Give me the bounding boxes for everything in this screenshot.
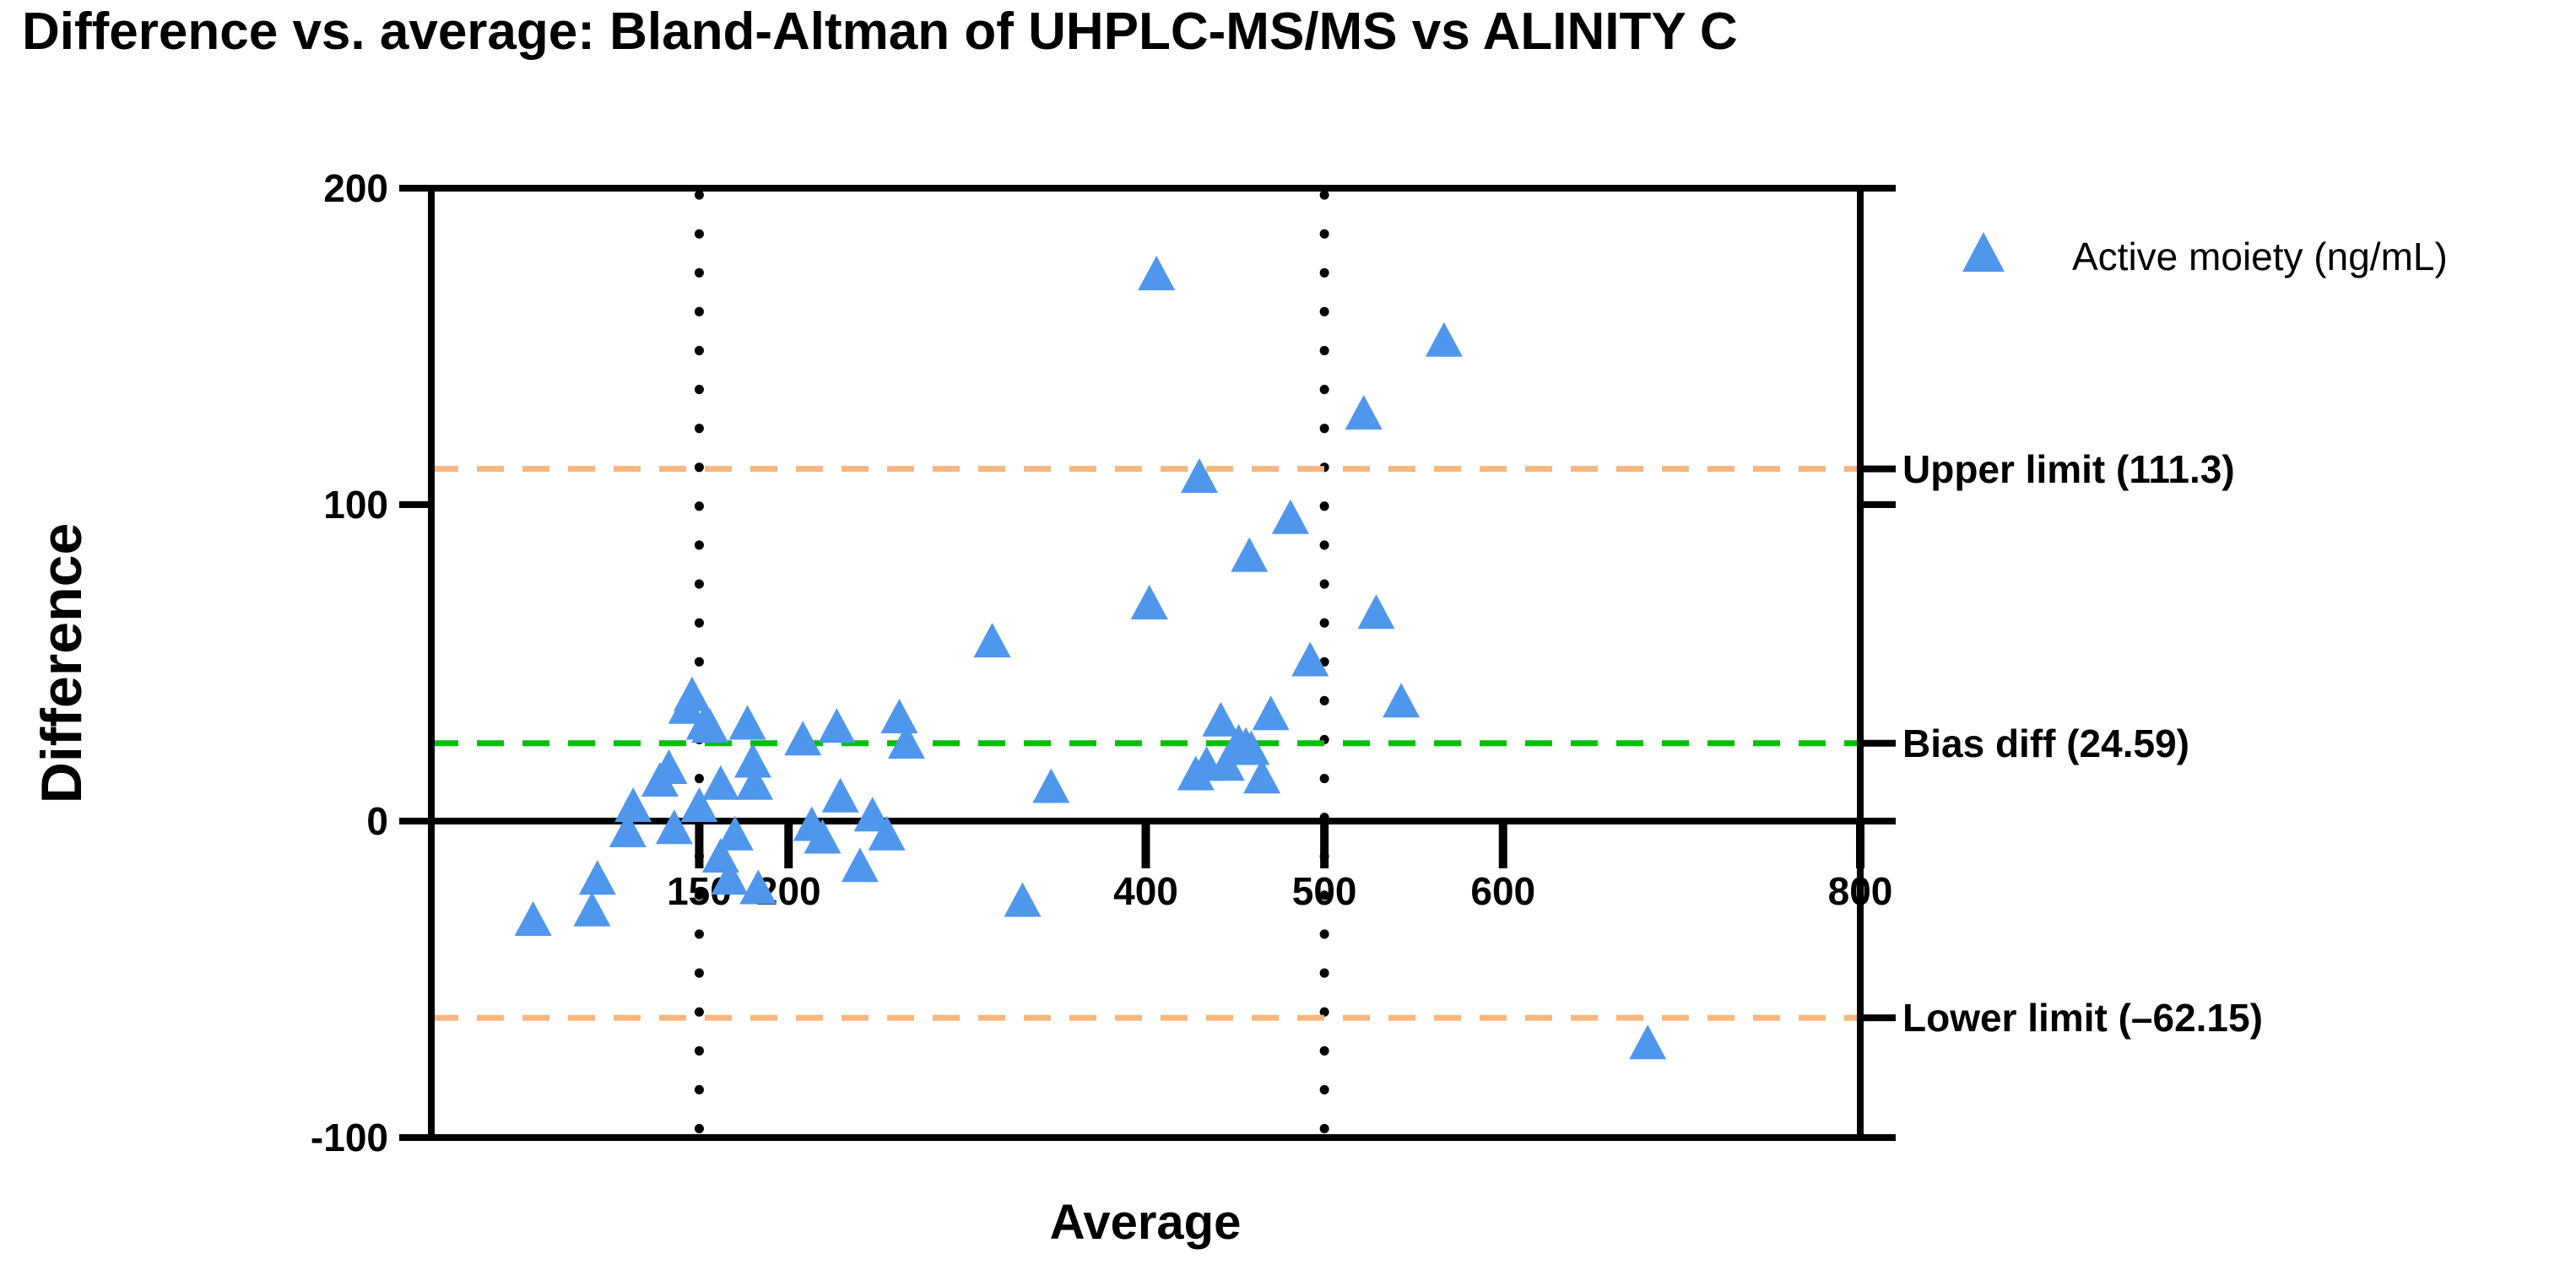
data-point-triangle (728, 705, 766, 740)
data-point-triangle (650, 749, 688, 784)
data-point-triangle (821, 777, 859, 813)
data-point-triangle (1231, 537, 1269, 572)
x-tick-label-800: 800 (1828, 869, 1893, 913)
data-point-triangle (736, 765, 774, 800)
y-tick-label-200: 200 (323, 166, 388, 210)
data-point-triangle (1138, 256, 1176, 290)
data-point-triangle (680, 787, 718, 822)
data-point-triangle (1271, 499, 1309, 534)
data-point-triangle (784, 721, 822, 756)
data-point-triangle (1202, 701, 1240, 737)
lower-limit-label: Lower limit (–62.15) (1902, 996, 2263, 1040)
data-point-triangle (1243, 759, 1281, 794)
data-point-triangle (818, 708, 856, 743)
data-point-triangle (1252, 695, 1290, 731)
plot-frame (428, 185, 1864, 1141)
x-tick-label-400: 400 (1113, 869, 1178, 913)
data-point-triangle (1004, 882, 1042, 917)
y-tick-label-0: 0 (366, 799, 388, 843)
data-point-triangle (1383, 683, 1421, 718)
data-point-triangle (887, 724, 925, 759)
data-point-triangle (733, 743, 771, 778)
data-point-triangle (573, 891, 611, 927)
data-point-triangle (614, 787, 652, 822)
y-axis-title: Difference (30, 523, 94, 804)
data-point-triangle (655, 809, 693, 845)
data-point-triangle (1425, 322, 1463, 357)
data-point-triangle (841, 847, 879, 883)
legend-triangle-icon (1962, 232, 2005, 272)
data-point-triangle (673, 676, 711, 711)
data-point-triangle (609, 813, 647, 847)
data-point-triangle (804, 819, 842, 854)
chart-title: Difference vs. average: Bland-Altman of … (22, 3, 1738, 61)
data-point-triangle (1232, 730, 1270, 765)
data-point-triangle (1207, 746, 1245, 781)
reference-annotations: Upper limit (111.3) Bias diff (24.59) Lo… (1902, 447, 2263, 1040)
data-point-triangle (1130, 585, 1168, 619)
data-point-triangle (514, 901, 552, 936)
x-tick-label-500: 500 (1292, 869, 1357, 913)
data-point-triangle (1032, 768, 1070, 803)
legend-label: Active moiety (ng/mL) (2072, 235, 2448, 278)
upper-limit-label: Upper limit (111.3) (1902, 447, 2235, 491)
bias-diff-label: Bias diff (24.59) (1902, 722, 2189, 765)
data-point-triangle (716, 815, 754, 851)
x-axis-title: Average (1050, 1195, 1242, 1250)
data-point-triangle (1345, 395, 1383, 430)
data-point-triangle (739, 869, 777, 905)
data-point-triangle (880, 699, 918, 733)
legend: Active moiety (ng/mL) (1962, 232, 2448, 278)
data-point-triangle (1180, 458, 1218, 493)
data-point-triangle (973, 623, 1011, 657)
data-point-triangle (1291, 641, 1329, 677)
data-point-triangle (1629, 1024, 1667, 1060)
y-tick-label-100: 100 (323, 483, 388, 527)
data-point-triangle (578, 860, 616, 895)
y-tick-label--100: -100 (311, 1116, 388, 1159)
data-point-triangle (711, 860, 749, 895)
data-point-triangle (701, 765, 739, 800)
data-point-triangle (853, 797, 891, 832)
data-point-triangle (691, 708, 729, 743)
x-tick-label-600: 600 (1470, 869, 1535, 913)
data-point-triangle (868, 815, 906, 851)
data-point-triangle (1357, 594, 1395, 630)
